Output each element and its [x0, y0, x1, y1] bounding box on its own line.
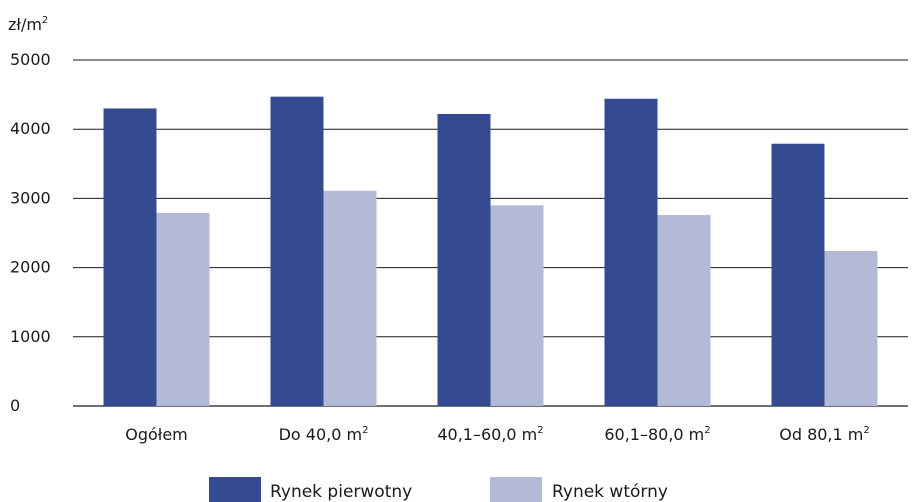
legend-swatch — [209, 477, 261, 502]
y-tick-label: 3000 — [10, 188, 51, 207]
bar-primary — [604, 98, 658, 406]
y-axis-label: zł/m2 — [8, 15, 48, 34]
legend-label: Rynek wtórny — [552, 482, 668, 502]
y-tick-label: 1000 — [10, 327, 51, 346]
bar-secondary — [824, 250, 878, 406]
y-tick-label: 2000 — [10, 258, 51, 277]
x-category-label: Ogółem — [125, 425, 188, 444]
bar-secondary — [490, 205, 544, 406]
x-category-label: 40,1–60,0 m2 — [437, 425, 543, 444]
y-tick-label: 5000 — [10, 50, 51, 69]
x-category-label: Do 40,0 m2 — [279, 425, 369, 444]
legend-swatch — [490, 477, 542, 502]
bar-secondary — [657, 215, 711, 406]
bar-primary — [270, 96, 324, 407]
bar-secondary — [323, 190, 377, 406]
legend: Rynek pierwotny Rynek wtórny — [209, 477, 668, 502]
y-tick-label: 4000 — [10, 119, 51, 138]
bar-primary — [771, 143, 825, 406]
x-category-labels: Ogółem Do 40,0 m2 40,1–60,0 m2 60,1–80,0 m2… — [125, 425, 870, 444]
bar-primary — [103, 108, 157, 406]
bar-secondary — [156, 212, 210, 406]
y-tick-label: 0 — [10, 396, 20, 415]
y-tick-labels: 0 1000 2000 3000 4000 5000 — [10, 50, 51, 415]
bars — [103, 96, 878, 407]
x-category-label: 60,1–80,0 m2 — [604, 425, 710, 444]
bar-primary — [437, 113, 491, 406]
legend-label: Rynek pierwotny — [270, 482, 412, 502]
x-category-label: Od 80,1 m2 — [779, 425, 870, 444]
